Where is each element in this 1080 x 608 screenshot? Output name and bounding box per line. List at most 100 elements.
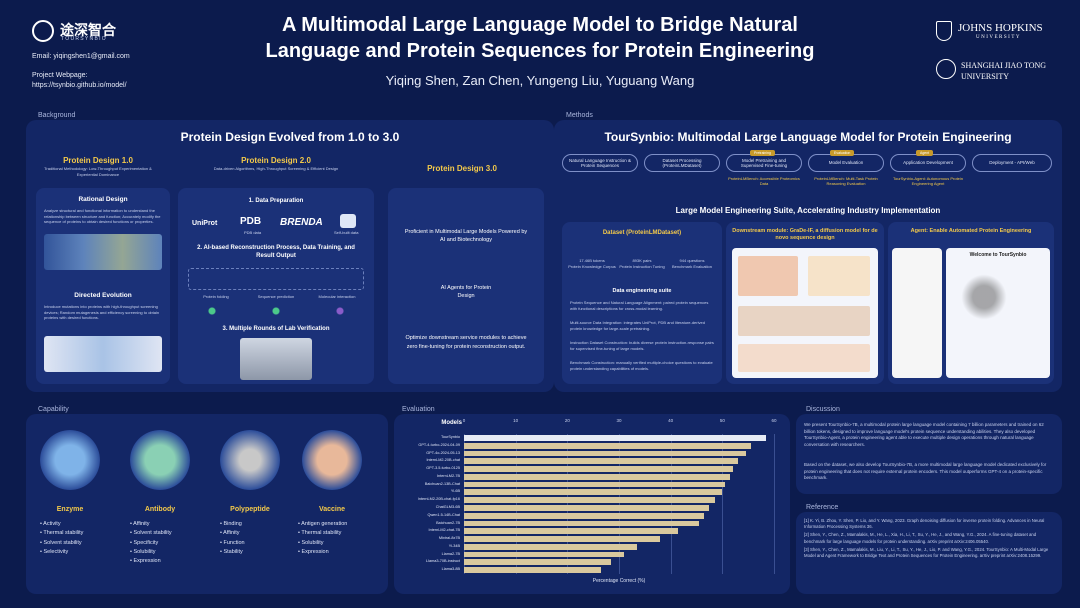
pd3-text2: AI Agents for Protein Design [440,285,492,300]
list-item: Antigen generation [298,520,382,529]
list-item: Affinity [220,529,300,538]
capability-section-label: Capability [38,406,69,413]
dataset-value-3: 944 questions [679,258,705,263]
poster-title-line2: Language and Protein Sequences for Prote… [265,40,815,62]
chart-category-label: InternLM2-chat-7B [428,528,460,533]
suite-point-2: Multi-source Data Integration: integrate… [570,320,705,331]
rational-text: Analyze structural and functional inform… [44,208,161,225]
chart-bar [464,543,638,550]
db-pdb: PDB [240,216,262,227]
capability-panel: Enzyme Antibody Polypeptide Vaccine Acti… [26,414,388,594]
cap-polypeptide-list: Binding Affinity Function Stability [220,520,300,557]
pd2-out3: Molecular interaction [318,294,356,299]
sjtu-sub: UNIVERSITY [961,72,1009,81]
webpage-label: Project Webpage: [32,72,88,79]
pipeline-step-4: Model Evaluation [808,154,884,172]
chart-tick-label: 50 [719,418,725,423]
pd3-title: Protein Design 3.0 [427,164,497,173]
chart-bar [464,559,612,566]
pipeline-note-1: ProteinLMBench: Accessible Proteomics Da… [728,176,800,187]
list-item: Binding [220,520,300,529]
chart-gridline [619,434,620,574]
cap-antibody-list: Affinity Solvent stability Specificity S… [130,520,210,567]
dataset-title: Dataset (ProteinLMDataset) [602,230,682,236]
chart-bar [464,512,705,519]
methods-title: TourSynbio: Multimodal Large Language Mo… [604,130,1012,144]
chart-xlabel: Percentage Correct (%) [592,578,646,584]
evaluation-section-label: Evaluation [402,406,435,413]
chart-category-label: InternLM2-7B [436,473,460,478]
db-uniprot: UniProt [192,220,218,227]
list-item: Solubility [298,539,382,548]
reference-section-label: Reference [806,504,839,511]
discussion-panel: We present TourSynbio-7B, a multimodal p… [796,414,1062,494]
agent-screenshot-right: Welcome to TourSynbio [946,248,1050,378]
db-pdb-sub: PDB data [244,230,262,235]
chart-bar [464,473,731,480]
cap-antibody-title: Antibody [144,506,176,513]
discussion-p2: Based on the dataset, we also develop To… [804,462,1047,481]
cap-vaccine-list: Antigen generation Thermal stability Sol… [298,520,382,557]
chart-bar [464,536,661,542]
pd2-out1: Protein folding [203,294,229,299]
chart-area: Models 0 10 20 30 40 50 60 TourSynbio GPT-4-turbo… [394,414,790,594]
chart-category-label: Llama3-70B-instruct [426,559,460,564]
chart-category-label: TourSynbio [441,435,460,439]
pd2-card: 1. Data Preparation UniProt PDB PDB data… [178,188,374,384]
poster-title-line1: A Multimodal Large Language Model to Bri… [282,14,798,36]
list-item: Solvent stability [130,529,210,538]
dataset-stat-3: Benchmark Evaluation [671,264,713,269]
suite-heading: Data engineering suite [612,288,672,294]
directed-title: Directed Evolution [74,292,132,299]
pipeline-note-2: ProteinLMBench: Multi-Task Protein Reaso… [814,176,878,187]
suite-title: Large Model Engineering Suite, Accelerat… [675,206,941,215]
suite-point-3: Instruction Dataset Construction: builds… [570,340,714,351]
list-item: Affinity [130,520,210,529]
chart-category-label: Mixtral-8x7B [438,536,460,541]
chart-category-label: ChatGLM3-6B [435,505,460,509]
figure-block-b [808,256,870,296]
chart-gridline [774,434,775,574]
dataset-card: Dataset (ProteinLMDataset) 17.46B tokens… [562,222,722,384]
chart-bar [464,466,733,472]
chart-tick-label: 60 [771,418,777,423]
pd1-subtitle: Traditional Methodology: Low-Throughput … [44,166,152,177]
chart-bar [464,528,679,535]
cap-enzyme-list: Activity Thermal stability Solvent stabi… [40,520,120,557]
background-title: Protein Design Evolved from 1.0 to 3.0 [180,130,400,144]
list-item: Solubility [130,548,210,557]
agent-screenshot-left [892,248,942,378]
pipeline-step-6: Deployment - API/Web [972,154,1052,172]
list-item: Thermal stability [40,529,120,538]
vaccine-image [302,430,362,490]
chart-bar [464,442,751,449]
jhu-logo: JOHNS HOPKINS UNIVERSITY [936,20,1056,44]
reference-item-3: [3] Shen, Y., Chen, Z., Mamalakis, M., L… [804,546,1049,559]
rational-title: Rational Design [78,196,128,203]
cap-polypeptide-title: Polypeptide [230,506,270,513]
webpage-url[interactable]: https://tsynbio.github.io/model/ [32,82,127,89]
pipeline-tag-3: Agent [916,150,934,156]
downstream-title: Downstream module: GraDe-IF, a diffusion… [732,228,878,242]
figure-block-c [738,306,870,336]
dataset-value-1: 17.46B tokens [579,258,605,263]
reference-list: [1] K. Yi, B. Zhou, Y. Shen, P. Lio, and… [804,518,1056,561]
chart-tick-label: 20 [564,418,570,423]
cap-enzyme-title: Enzyme [56,506,84,513]
list-item: Stability [220,548,300,557]
background-section-label: Background [38,112,76,119]
agent-protein-image [956,272,1012,322]
chart-bar [464,458,738,465]
list-item: Thermal stability [298,529,382,538]
sjtu-seal-icon [936,59,956,79]
pipeline-tag-2: Evaluation [830,150,855,156]
sjtu-name: SHANGHAI JIAO TONG [961,61,1047,70]
antibody-image [130,430,190,490]
pipeline-step-2: Dataset Processing (ProteinLMDataset) [644,154,720,172]
pd2-title: Protein Design 2.0 [241,156,311,165]
reference-item-2: [2] Shen, Y., Chen, Z., Mamalakis, M., H… [804,532,1037,544]
logo-sub: TOURSYNBIO [61,36,107,42]
chart-category-label: GPT-4o-2024-05-13 [426,450,460,455]
enzyme-image [40,430,100,490]
downstream-figure [732,248,878,378]
